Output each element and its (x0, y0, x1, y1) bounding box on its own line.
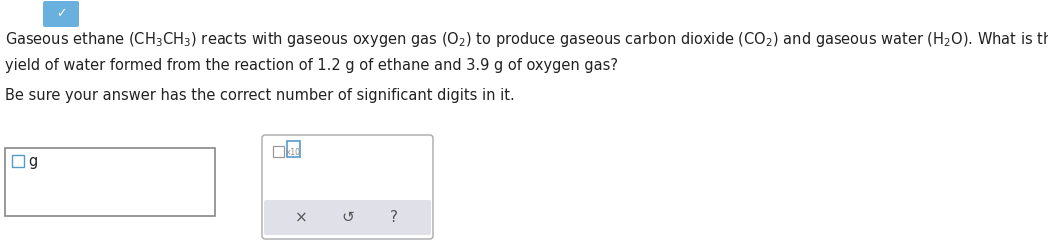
Text: ✓: ✓ (56, 8, 66, 21)
Bar (12, 155, 24, 167)
FancyBboxPatch shape (43, 1, 79, 27)
Text: Gaseous ethane $(\mathrm{CH_3CH_3})$ reacts with gaseous oxygen gas $(\mathrm{O_: Gaseous ethane $(\mathrm{CH_3CH_3})$ rea… (5, 30, 1048, 49)
Text: ×: × (294, 210, 308, 225)
Text: ×10: ×10 (285, 148, 301, 157)
Text: g: g (28, 154, 38, 169)
Bar (5, 148, 215, 216)
FancyBboxPatch shape (262, 135, 433, 239)
Bar (287, 141, 300, 157)
Text: Be sure your answer has the correct number of significant digits in it.: Be sure your answer has the correct numb… (5, 88, 515, 103)
Text: yield of water formed from the reaction of 1.2 g of ethane and 3.9 g of oxygen g: yield of water formed from the reaction … (5, 58, 618, 73)
Bar (272, 146, 284, 157)
FancyBboxPatch shape (264, 200, 431, 235)
Text: ?: ? (390, 210, 397, 225)
Text: ↺: ↺ (342, 210, 354, 225)
